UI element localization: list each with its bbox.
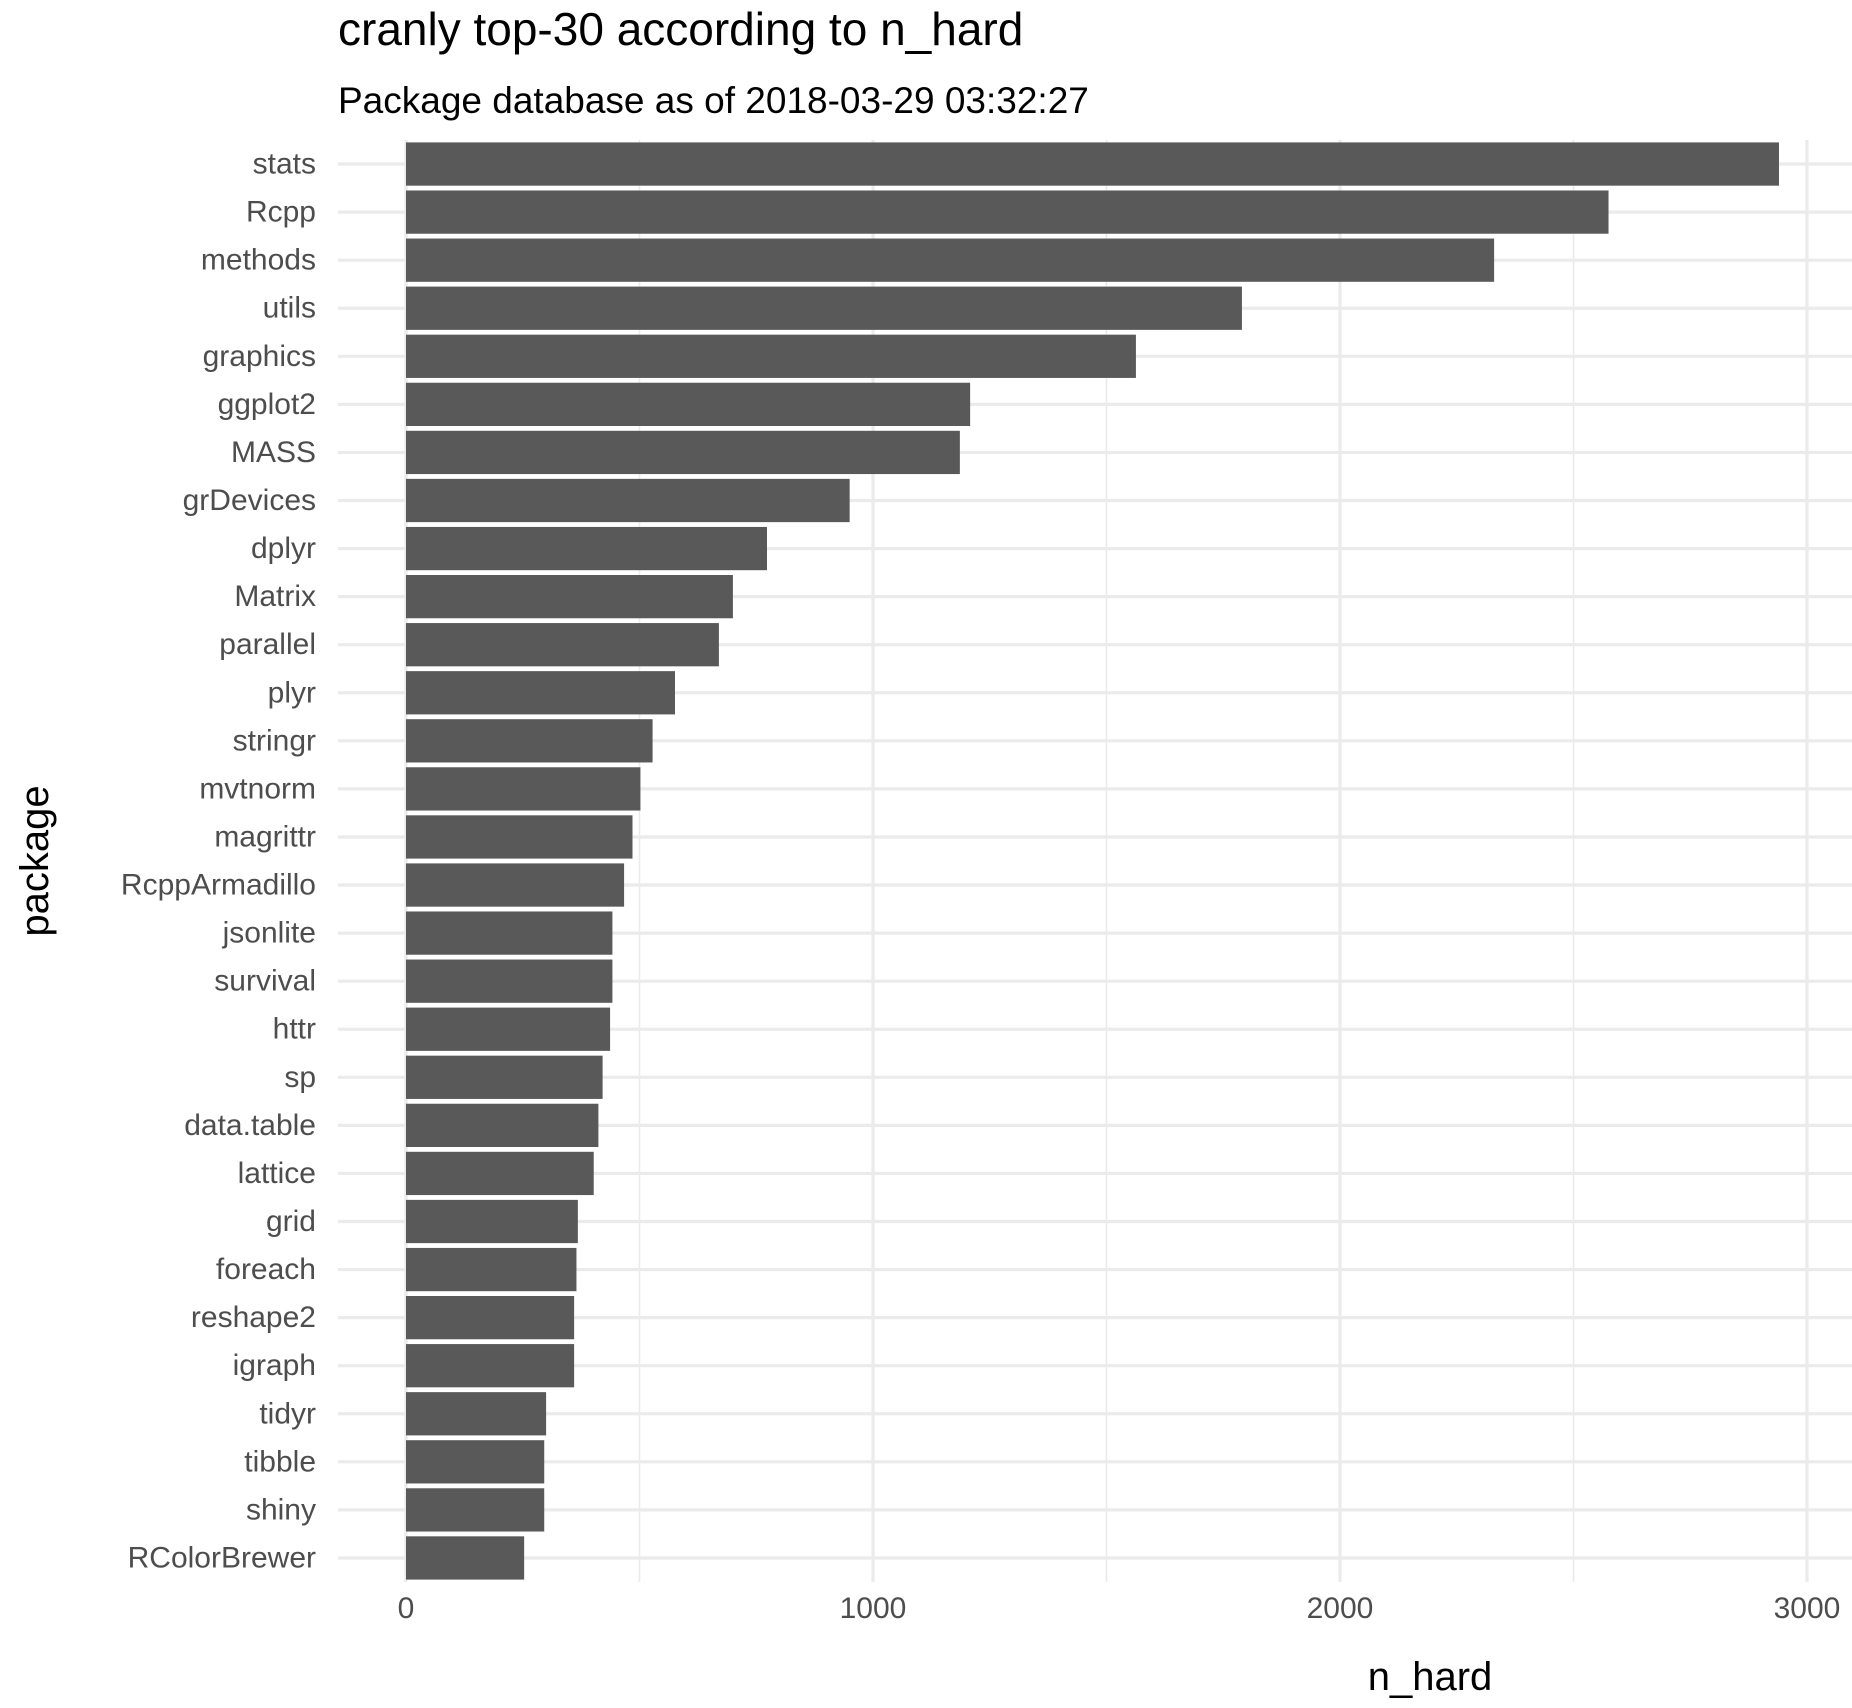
bar-plyr — [406, 671, 675, 715]
bar-magrittr — [406, 815, 633, 859]
y-tick-label: jsonlite — [222, 917, 316, 950]
bar-survival — [406, 959, 613, 1003]
y-tick-label: grDevices — [183, 484, 316, 517]
y-tick-label: lattice — [238, 1157, 316, 1190]
bar-shiny — [406, 1488, 545, 1532]
y-tick-label: ggplot2 — [218, 388, 316, 421]
bar-rcpp — [406, 190, 1609, 234]
x-tick-label: 2000 — [1307, 1592, 1374, 1625]
bar-tibble — [406, 1440, 545, 1484]
bar-stringr — [406, 719, 653, 763]
y-tick-label: dplyr — [251, 532, 316, 565]
bar-igraph — [406, 1344, 575, 1388]
bar-rcolorbrewer — [406, 1536, 525, 1580]
y-tick-label: graphics — [203, 340, 316, 373]
bar-stats — [406, 142, 1779, 186]
bar-grid — [406, 1199, 578, 1244]
bar-sp — [406, 1055, 603, 1099]
x-axis-title: n_hard — [1368, 1655, 1493, 1699]
y-tick-label: stats — [253, 148, 316, 181]
bar-mass — [406, 430, 960, 475]
y-tick-label: RcppArmadillo — [121, 869, 316, 902]
bar-dplyr — [406, 526, 767, 571]
y-tick-label: igraph — [233, 1349, 316, 1382]
bar-reshape2 — [406, 1296, 575, 1340]
bar-utils — [406, 286, 1242, 330]
bar-matrix — [406, 575, 733, 619]
y-tick-label: httr — [273, 1013, 316, 1046]
y-tick-label: methods — [201, 244, 316, 277]
y-tick-label: tibble — [244, 1445, 316, 1478]
y-tick-label: sp — [284, 1061, 316, 1094]
y-tick-label: plyr — [268, 676, 316, 709]
x-tick-label: 0 — [398, 1592, 415, 1625]
y-tick-label: foreach — [216, 1253, 316, 1286]
y-tick-label: grid — [266, 1205, 316, 1238]
y-tick-label: data.table — [184, 1109, 316, 1142]
x-tick-label: 1000 — [840, 1592, 907, 1625]
y-tick-label: parallel — [219, 628, 316, 661]
chart-subtitle: Package database as of 2018-03-29 03:32:… — [338, 80, 1089, 121]
y-tick-label: MASS — [231, 436, 316, 469]
y-axis-title: package — [13, 785, 57, 936]
chart-title: cranly top-30 according to n_hard — [338, 3, 1024, 55]
y-tick-label: Rcpp — [246, 196, 316, 229]
y-tick-label: utils — [263, 292, 316, 325]
bar-httr — [406, 1007, 611, 1051]
y-tick-label: Matrix — [234, 580, 316, 613]
bar-mvtnorm — [406, 767, 641, 811]
bar-ggplot2 — [406, 382, 971, 426]
y-tick-label: survival — [214, 965, 316, 998]
bar-data-table — [406, 1103, 599, 1147]
bar-jsonlite — [406, 911, 613, 955]
bar-methods — [406, 238, 1495, 282]
bar-rcpparmadillo — [406, 863, 625, 907]
y-tick-label: mvtnorm — [199, 772, 316, 805]
y-tick-label: shiny — [246, 1493, 316, 1526]
y-tick-label: reshape2 — [191, 1301, 316, 1334]
y-tick-label: tidyr — [259, 1397, 316, 1430]
bar-lattice — [406, 1151, 594, 1196]
bar-foreach — [406, 1247, 577, 1292]
bar-graphics — [406, 334, 1136, 378]
y-tick-label: RColorBrewer — [128, 1541, 316, 1574]
x-tick-label: 3000 — [1774, 1592, 1841, 1625]
y-tick-label: magrittr — [214, 820, 316, 853]
bar-tidyr — [406, 1392, 547, 1436]
bar-parallel — [406, 623, 719, 667]
bar-grdevices — [406, 478, 850, 523]
y-tick-label: stringr — [233, 724, 316, 757]
